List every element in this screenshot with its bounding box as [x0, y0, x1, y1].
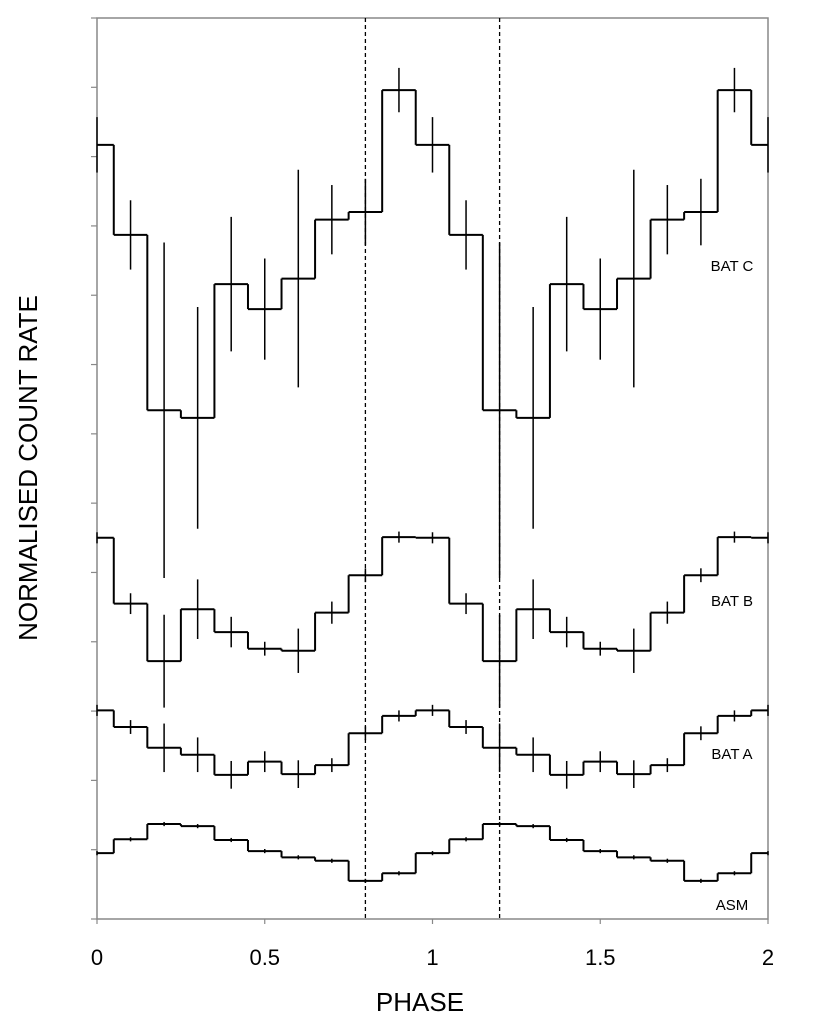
x-tick-label: 2: [762, 945, 774, 970]
series-label: BAT B: [711, 593, 753, 610]
x-tick-label: 0.5: [249, 945, 280, 970]
x-tick-label: 1.5: [585, 945, 616, 970]
series-label: BAT A: [711, 746, 752, 763]
series-label: BAT C: [711, 258, 754, 275]
x-tick-label: 0: [91, 945, 103, 970]
series-label: ASM: [716, 897, 749, 914]
x-tick-label: 1: [426, 945, 438, 970]
y-axis-label: NORMALISED COUNT RATE: [13, 295, 43, 641]
x-axis-label: PHASE: [376, 987, 464, 1017]
